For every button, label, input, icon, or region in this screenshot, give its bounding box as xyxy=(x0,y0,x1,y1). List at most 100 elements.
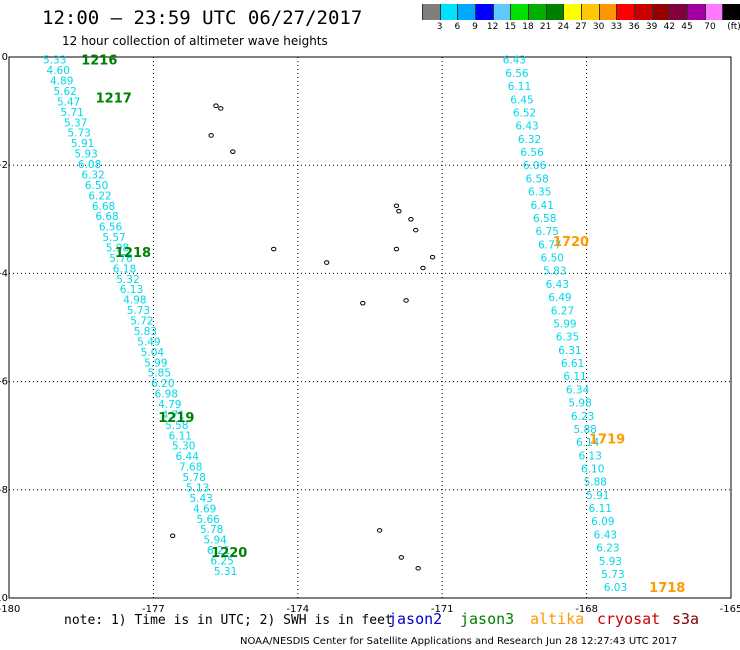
satellite-legend-altika: altika xyxy=(530,610,585,628)
island-outline xyxy=(420,265,426,271)
legend-tick-label: 9 xyxy=(472,22,478,32)
y-tick-label: 0 xyxy=(2,52,8,63)
x-tick-label: -177 xyxy=(142,604,165,615)
swh-value: 6.10 xyxy=(581,463,604,475)
swh-value: 6.08 xyxy=(78,159,101,171)
swh-value: 5.49 xyxy=(137,336,160,348)
swh-value: 5.78 xyxy=(200,524,223,536)
swh-value: 6.03 xyxy=(604,582,627,594)
swh-value: 5.88 xyxy=(573,424,596,436)
swh-value: 6.68 xyxy=(95,211,118,223)
island-outline xyxy=(396,208,402,214)
swh-value: 6.77 xyxy=(538,239,561,251)
legend-tick-label: 45 xyxy=(681,22,693,32)
swh-value: 5.78 xyxy=(183,472,206,484)
swh-value: 6.56 xyxy=(99,222,123,234)
legend-tick-label: 39 xyxy=(645,22,658,32)
island-outline xyxy=(429,254,436,260)
swh-value: 4.71 xyxy=(162,409,185,421)
swh-value: 5.88 xyxy=(584,477,607,489)
footer-note: note: 1) Time is in UTC; 2) SWH is in fe… xyxy=(64,613,393,628)
swh-value: 6.45 xyxy=(510,94,533,106)
swh-value: 6.58 xyxy=(525,173,548,185)
swh-value: 5.32 xyxy=(116,274,139,286)
x-tick-label: -168 xyxy=(575,604,598,615)
x-tick-label: -171 xyxy=(431,604,454,615)
legend-swatch xyxy=(528,4,546,20)
swh-value: 6.58 xyxy=(533,213,556,225)
island-outline xyxy=(376,528,383,533)
swh-value: 5.58 xyxy=(165,420,188,432)
y-tick-label: -4 xyxy=(0,268,8,279)
legend-tick-label: 30 xyxy=(592,22,605,32)
map-border xyxy=(8,56,732,599)
satellite-legend-s3a: s3a xyxy=(672,610,700,628)
swh-value: 5.72 xyxy=(130,316,153,328)
legend-swatch xyxy=(634,4,652,20)
swh-value: 6.34 xyxy=(566,384,590,396)
swh-value: 6.68 xyxy=(92,201,115,213)
swh-value: 6.41 xyxy=(531,200,554,212)
swh-value: 6.61 xyxy=(561,358,584,370)
swh-value: 5.73 xyxy=(601,569,624,581)
color-legend-labels: 3 6 9 12 15 18 21 24 27 30 33 36 39 42 45 70 (ft) xyxy=(422,22,740,36)
legend-tick-label: 70 xyxy=(704,22,716,32)
legend-tick-label: 24 xyxy=(557,22,570,32)
legend-swatch xyxy=(475,4,493,20)
x-tick-label: -180 xyxy=(0,604,20,615)
legend-tick-label: 36 xyxy=(628,22,640,32)
swh-value: 5.99 xyxy=(553,318,576,330)
swh-value: 5.73 xyxy=(67,128,90,140)
swh-value: 7.68 xyxy=(179,462,202,474)
swh-value: 5.04 xyxy=(141,347,165,359)
island-outline xyxy=(393,246,400,252)
legend-swatch xyxy=(492,4,511,20)
swh-value: 6.14 xyxy=(576,437,600,449)
legend-tick-label: 3 xyxy=(436,22,443,32)
swh-value: 6.23 xyxy=(596,543,619,555)
swh-value: 6.11 xyxy=(589,503,612,515)
swh-value: 6.23 xyxy=(571,411,594,423)
swh-value: 4.60 xyxy=(47,65,70,77)
legend-swatch xyxy=(669,4,688,20)
swh-value: 6.31 xyxy=(558,345,581,357)
swh-value: 6.27 xyxy=(551,305,574,317)
legend-tick-label: 21 xyxy=(539,22,552,32)
legend-unit: (ft) xyxy=(727,22,740,32)
legend-swatch xyxy=(457,4,476,20)
swh-value: 6.11 xyxy=(508,81,531,93)
island-outline xyxy=(218,106,224,111)
swh-value: 5.93 xyxy=(74,149,97,161)
x-tick-label: -174 xyxy=(286,604,309,615)
swh-value: 5.43 xyxy=(189,493,212,505)
swh-value: 5.99 xyxy=(144,357,167,369)
legend-swatch xyxy=(687,4,705,20)
track-time-label: 1217 xyxy=(96,92,132,107)
swh-value: 5.91 xyxy=(586,490,609,502)
y-tick-label: -2 xyxy=(0,160,8,171)
swh-value: 6.06 xyxy=(523,160,547,172)
island-outline xyxy=(230,149,236,154)
track-time-label: 1720 xyxy=(553,235,589,250)
swh-value: 6.25 xyxy=(210,556,233,568)
swh-value: 6.13 xyxy=(579,450,602,462)
swh-value: 5.66 xyxy=(196,514,220,526)
swh-value: 6.43 xyxy=(503,55,526,67)
swh-value: 6.56 xyxy=(505,68,529,80)
swh-value: 6.22 xyxy=(88,190,111,202)
swh-value: 5.31 xyxy=(214,566,237,578)
swh-value: 5.37 xyxy=(64,117,87,129)
swh-value: 5.33 xyxy=(43,55,66,67)
legend-swatch xyxy=(651,4,670,20)
satellite-legend-cryosat: cryosat xyxy=(597,610,661,628)
island-outline xyxy=(213,103,219,108)
swh-value: 6.50 xyxy=(85,180,108,192)
y-tick-label: -10 xyxy=(0,593,8,604)
legend-tick-label: 6 xyxy=(454,22,461,32)
swh-value: 5.98 xyxy=(106,243,129,255)
swh-value: 6.32 xyxy=(518,134,541,146)
swh-value: 6.43 xyxy=(594,529,617,541)
legend-tick-label: 12 xyxy=(486,22,499,32)
swh-value: 6.11 xyxy=(563,371,586,383)
island-outline xyxy=(169,533,176,539)
